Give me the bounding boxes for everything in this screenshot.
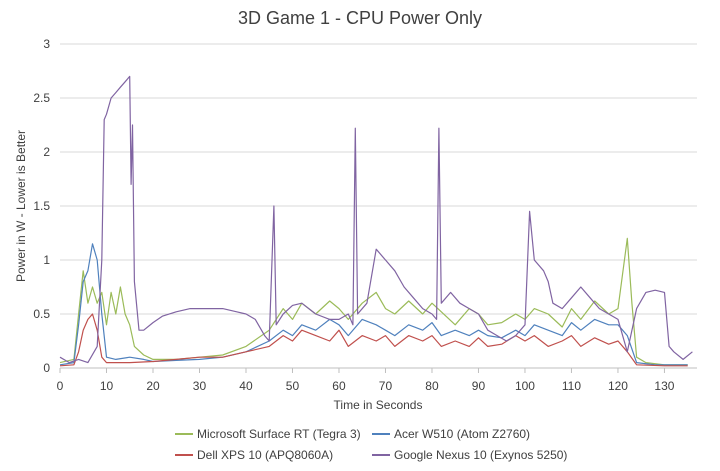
x-tick-label: 80: [425, 379, 439, 393]
x-axis-label: Time in Seconds: [334, 398, 423, 412]
x-tick-label: 120: [608, 379, 628, 393]
x-tick-label: 50: [286, 379, 300, 393]
y-tick-label: 2.5: [33, 91, 50, 105]
x-tick-label: 130: [654, 379, 674, 393]
chart-title: 3D Game 1 - CPU Power Only: [238, 8, 482, 28]
x-tick-label: 60: [332, 379, 346, 393]
legend-label: Dell XPS 10 (APQ8060A): [197, 448, 333, 462]
x-tick-label: 100: [515, 379, 535, 393]
y-tick-label: 1.5: [33, 199, 50, 213]
series-line-1: [59, 243, 688, 366]
legend-label: Google Nexus 10 (Exynos 5250): [394, 448, 567, 462]
x-tick-label: 20: [146, 379, 160, 393]
y-tick-label: 1: [43, 253, 50, 267]
y-axis-label: Power in W - Lower is Better: [14, 130, 28, 282]
y-tick-label: 0: [43, 361, 50, 375]
axes: 00.511.522.530 10 20 30 40 50 60 70 80 90 100 110 12…: [33, 37, 697, 393]
legend: Microsoft Surface RT (Tegra 3) Acer W510 …: [175, 427, 567, 462]
x-tick-label: 40: [239, 379, 253, 393]
x-tick-label: 10: [100, 379, 114, 393]
x-tick-label: 110: [562, 379, 581, 393]
gridlines: [60, 43, 697, 315]
y-tick-label: 2: [43, 145, 50, 159]
x-tick-label: 70: [379, 379, 393, 393]
y-tick-label: 0.5: [33, 307, 50, 321]
x-tick-label: 30: [193, 379, 207, 393]
legend-label: Acer W510 (Atom Z2760): [394, 427, 530, 441]
series-line-2: [59, 313, 688, 367]
y-tick-label: 3: [43, 37, 50, 51]
x-tick-label: 0: [57, 379, 64, 393]
x-tick-label: 90: [472, 379, 486, 393]
series-line-0: [59, 237, 688, 366]
legend-label: Microsoft Surface RT (Tegra 3): [197, 427, 361, 441]
series-line-3: [59, 75, 693, 364]
series-lines: [59, 75, 693, 367]
